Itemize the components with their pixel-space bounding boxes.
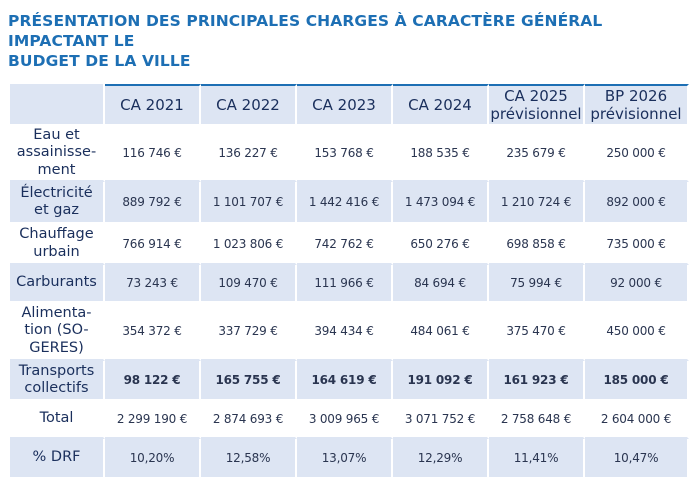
row-label: Électricité et gaz [10,182,105,224]
table-cell: 11,41% [489,439,585,479]
table-cell: 484 061 € [393,303,489,361]
table-cell: 889 792 € [105,182,201,224]
table-cell: 136 227 € [201,126,297,182]
column-header: CA 2023 [297,84,393,126]
table-cell: 250 000 € [585,126,689,182]
header-corner-cell [10,84,105,126]
table-row: Transports collectifs 98 122 € 165 755 € … [10,361,689,401]
charges-table: CA 2021 CA 2022 CA 2023 CA 2024 CA 2025 p… [10,84,689,479]
column-header: CA 2022 [201,84,297,126]
table-cell: 1 023 806 € [201,224,297,265]
table-cell: 153 768 € [297,126,393,182]
row-label: Eau et assainisse-ment [10,126,105,182]
table-cell: 73 243 € [105,265,201,303]
table-cell: 650 276 € [393,224,489,265]
column-header: CA 2024 [393,84,489,126]
row-label: Alimenta-tion (SO- GERES) [10,303,105,361]
table-cell: 12,29% [393,439,489,479]
table-cell: 742 762 € [297,224,393,265]
column-header: BP 2026 prévisionnel [585,84,689,126]
table-cell: 354 372 € [105,303,201,361]
header-row: CA 2021 CA 2022 CA 2023 CA 2024 CA 2025 p… [10,84,689,126]
column-header: CA 2021 [105,84,201,126]
table-cell: 698 858 € [489,224,585,265]
table-cell: 3 009 965 € [297,401,393,439]
table-cell: 75 994 € [489,265,585,303]
table-cell: 185 000 € [585,361,689,401]
table-cell: 2 299 190 € [105,401,201,439]
row-label: Transports collectifs [10,361,105,401]
table-cell: 1 442 416 € [297,182,393,224]
table-cell: 394 434 € [297,303,393,361]
title-line: PRÉSENTATION DES PRINCIPALES CHARGES À C… [8,12,603,50]
table-cell: 10,20% [105,439,201,479]
table-cell: 450 000 € [585,303,689,361]
row-label: Total [10,401,105,439]
table-cell: 1 473 094 € [393,182,489,224]
table-cell: 766 914 € [105,224,201,265]
table-cell: 188 535 € [393,126,489,182]
table-cell: 235 679 € [489,126,585,182]
table-cell: 161 923 € [489,361,585,401]
table-cell: 10,47% [585,439,689,479]
table-row: Chauffage urbain 766 914 € 1 023 806 € 74… [10,224,689,265]
table-cell: 2 604 000 € [585,401,689,439]
column-header: CA 2025 prévisionnel [489,84,585,126]
table-cell: 164 619 € [297,361,393,401]
table-cell: 2 758 648 € [489,401,585,439]
table-row: Eau et assainisse-ment 116 746 € 136 227 … [10,126,689,182]
table-cell: 84 694 € [393,265,489,303]
table-cell: 337 729 € [201,303,297,361]
title-line: BUDGET DE LA VILLE [8,52,191,70]
drf-row: % DRF 10,20% 12,58% 13,07% 12,29% 11,41%… [10,439,689,479]
table-cell: 92 000 € [585,265,689,303]
table-cell: 3 071 752 € [393,401,489,439]
table-cell: 13,07% [297,439,393,479]
table-cell: 892 000 € [585,182,689,224]
table-cell: 191 092 € [393,361,489,401]
table-cell: 165 755 € [201,361,297,401]
total-row: Total 2 299 190 € 2 874 693 € 3 009 965 … [10,401,689,439]
table-cell: 2 874 693 € [201,401,297,439]
table-cell: 735 000 € [585,224,689,265]
table-cell: 109 470 € [201,265,297,303]
table-cell: 12,58% [201,439,297,479]
table-cell: 375 470 € [489,303,585,361]
row-label: Chauffage urbain [10,224,105,265]
table-cell: 98 122 € [105,361,201,401]
table-cell: 1 210 724 € [489,182,585,224]
table-row: Électricité et gaz 889 792 € 1 101 707 € … [10,182,689,224]
row-label: % DRF [10,439,105,479]
table-row: Alimenta-tion (SO- GERES) 354 372 € 337 7… [10,303,689,361]
table-cell: 1 101 707 € [201,182,297,224]
table-row: Carburants 73 243 € 109 470 € 111 966 € … [10,265,689,303]
page-title: PRÉSENTATION DES PRINCIPALES CHARGES À C… [8,11,688,71]
row-label: Carburants [10,265,105,303]
table-cell: 111 966 € [297,265,393,303]
table-cell: 116 746 € [105,126,201,182]
